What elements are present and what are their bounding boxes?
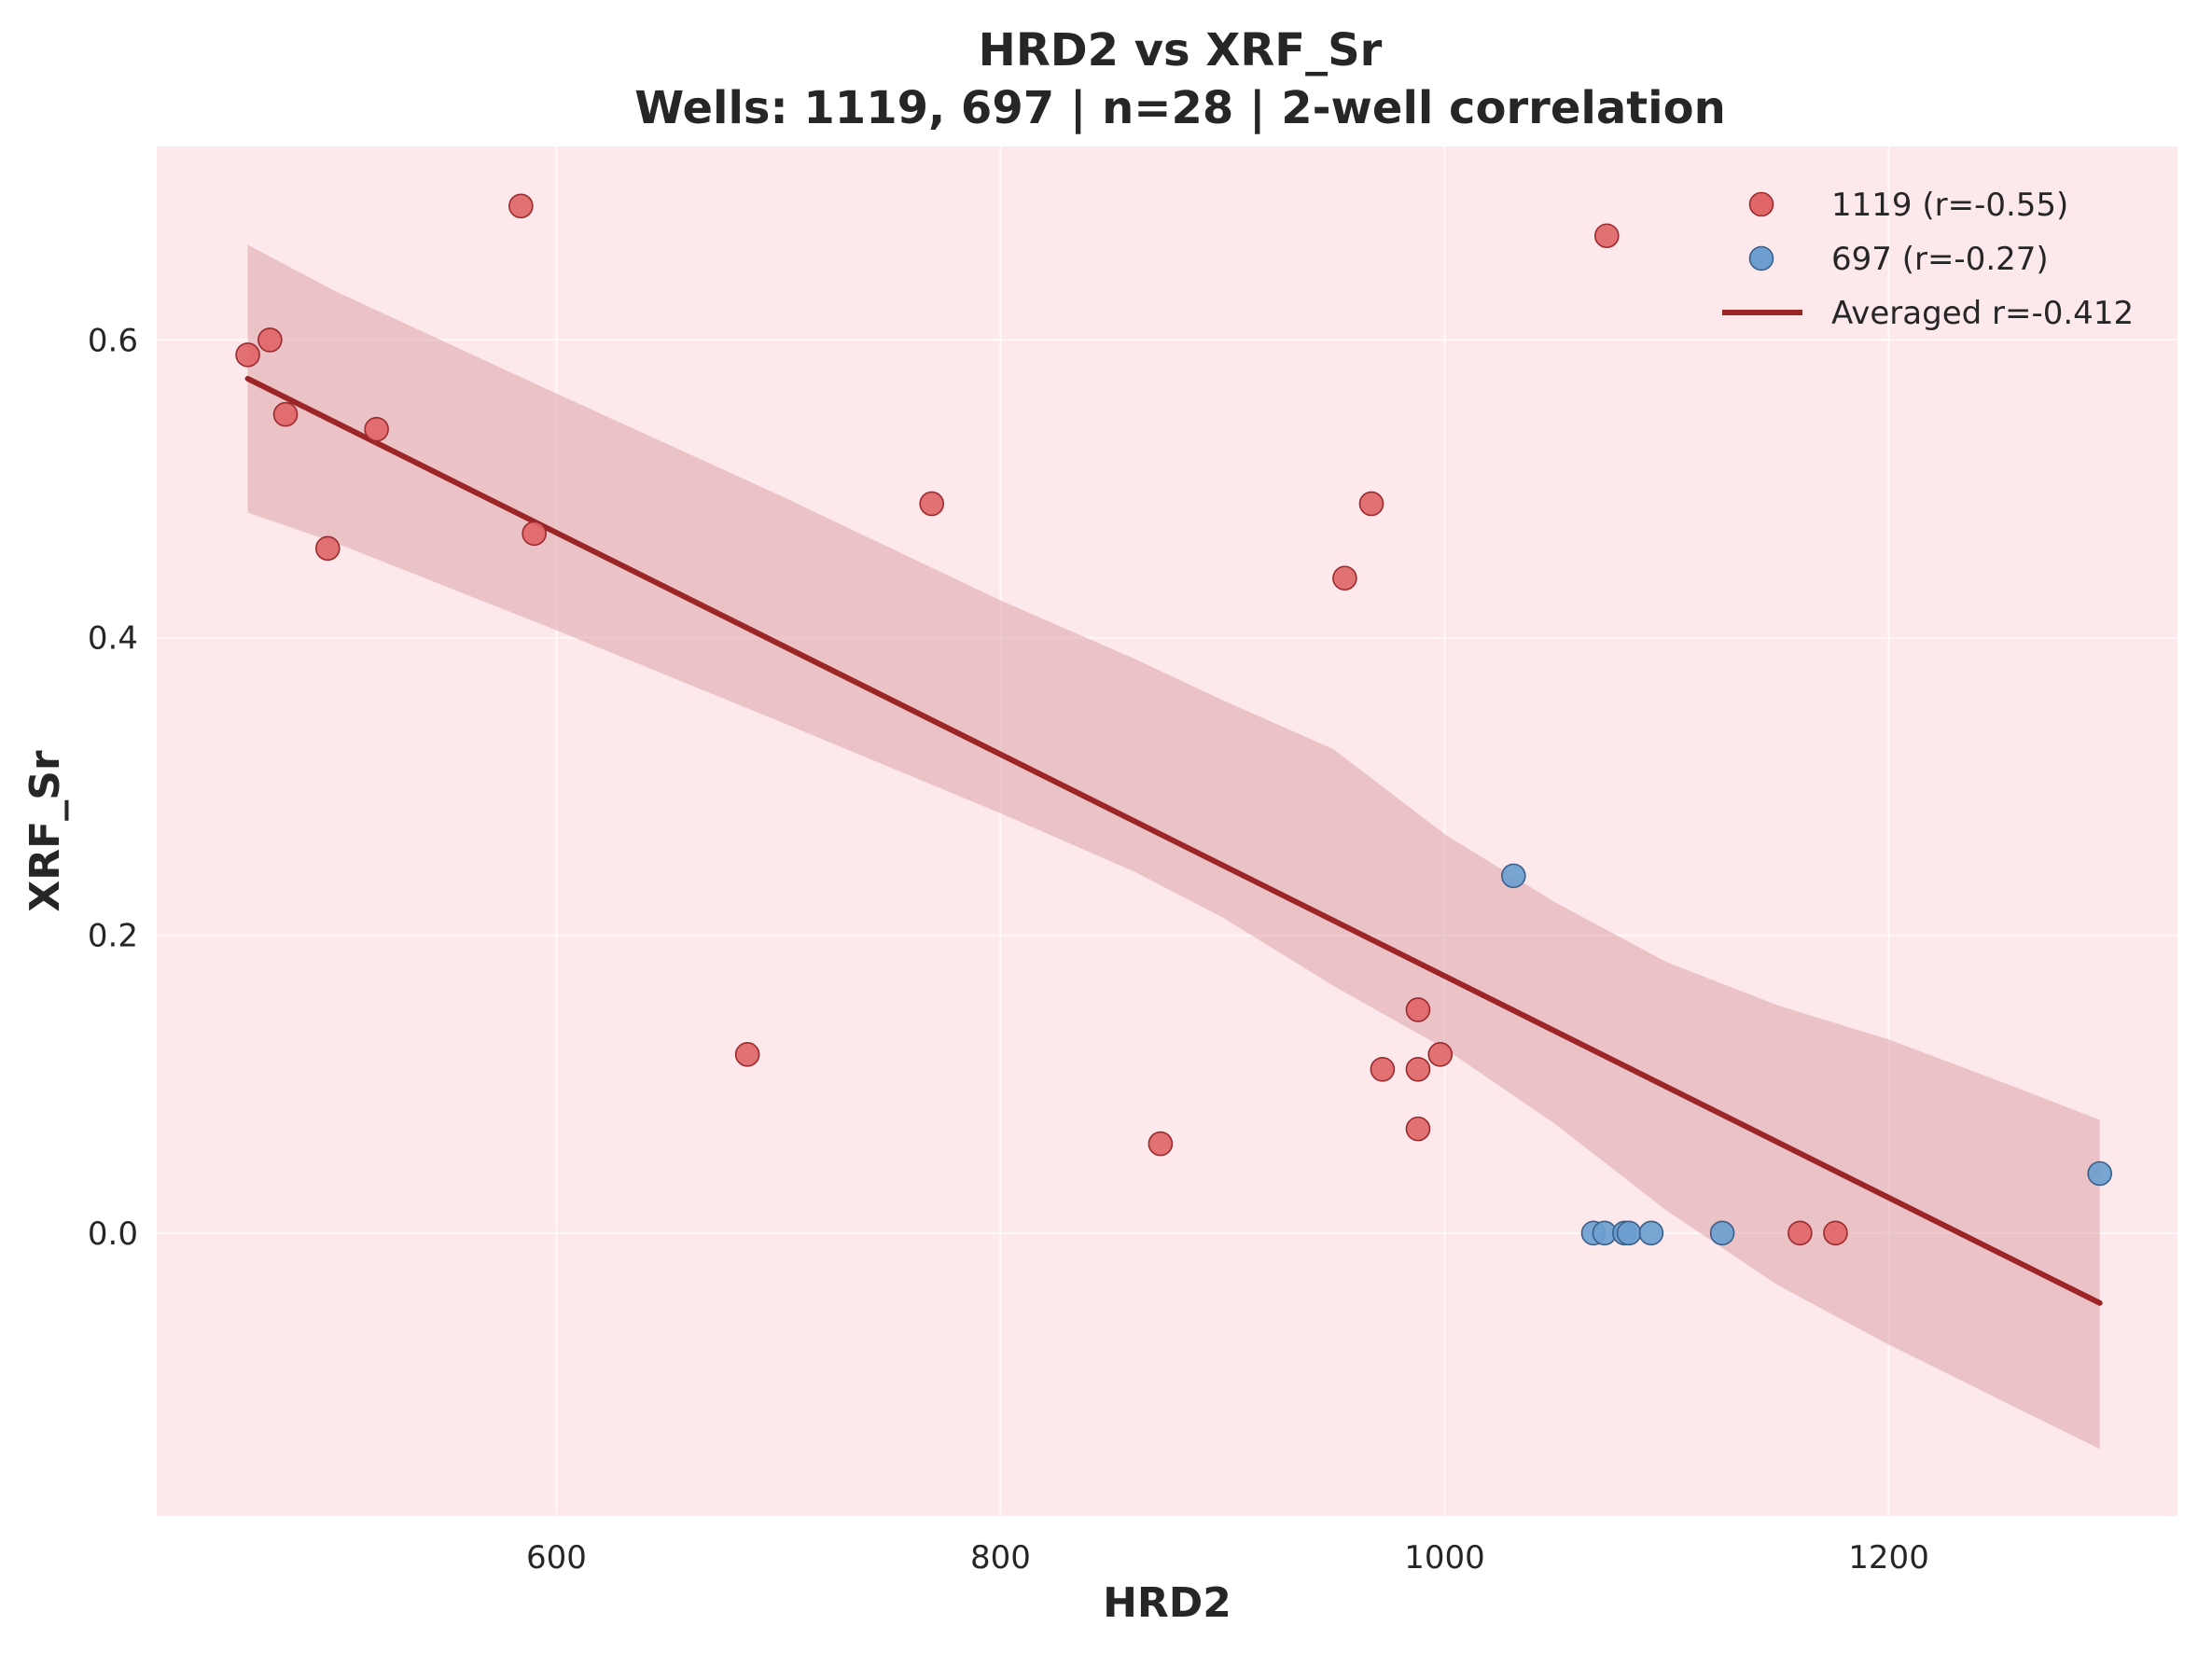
x-tick-label: 600	[526, 1539, 587, 1577]
y-tick-label: 0.4	[88, 620, 138, 658]
data-point	[1427, 1042, 1454, 1067]
fit-line-layer	[244, 375, 2103, 1306]
legend-marker	[1748, 245, 1774, 271]
data-point	[1332, 565, 1357, 591]
legend-label: 1119 (r=-0.55)	[1831, 187, 2068, 224]
fit-line	[244, 375, 2103, 1306]
data-point	[1823, 1220, 1848, 1246]
data-point	[1638, 1220, 1664, 1246]
legend-marker	[1748, 191, 1774, 217]
legend: 1119 (r=-0.55) 697 (r=-0.27) Averaged r=-0…	[1722, 187, 2134, 332]
data-point	[522, 521, 547, 547]
y-tick-label: 0.2	[88, 918, 138, 955]
data-point	[314, 535, 341, 562]
data-point	[364, 416, 389, 442]
data-point	[2087, 1160, 2112, 1187]
y-axis-label: XRF_Sr	[21, 750, 69, 912]
data-point	[235, 342, 260, 368]
data-point	[1405, 1116, 1431, 1142]
data-point	[1709, 1220, 1735, 1246]
data-point	[919, 491, 944, 517]
confidence-band-layer	[247, 244, 2100, 1450]
data-point	[1501, 863, 1526, 889]
data-point	[1358, 491, 1384, 517]
x-tick-label: 800	[970, 1539, 1031, 1577]
data-point	[508, 193, 534, 219]
x-tick-label: 1000	[1404, 1539, 1485, 1577]
data-point	[257, 327, 283, 353]
data-point	[272, 401, 299, 427]
data-point	[1148, 1131, 1174, 1157]
confidence-band	[247, 244, 2100, 1450]
data-point	[734, 1042, 760, 1067]
x-axis-label: HRD2	[1103, 1579, 1231, 1627]
chart-title: HRD2 vs XRF_Sr	[979, 24, 1383, 76]
data-point	[1593, 223, 1620, 249]
legend-label: Averaged r=-0.412	[1831, 295, 2134, 332]
points-layer	[235, 193, 2112, 1246]
gridlines	[157, 146, 2177, 1516]
ticks-layer: 600 800 1000 1200 0.0 0.2 0.4 0.6	[88, 322, 1929, 1577]
chart-subtitle: Wells: 1119, 697 | n=28 | 2-well correla…	[634, 82, 1726, 134]
data-point	[1788, 1220, 1813, 1246]
y-tick-label: 0.6	[88, 322, 138, 359]
data-point	[1616, 1220, 1642, 1246]
data-point	[1370, 1057, 1396, 1082]
data-point	[1405, 1057, 1431, 1082]
legend-label: 697 (r=-0.27)	[1831, 241, 2049, 278]
x-tick-label: 1200	[1848, 1539, 1929, 1577]
y-tick-label: 0.0	[88, 1215, 138, 1253]
data-point	[1405, 997, 1431, 1022]
